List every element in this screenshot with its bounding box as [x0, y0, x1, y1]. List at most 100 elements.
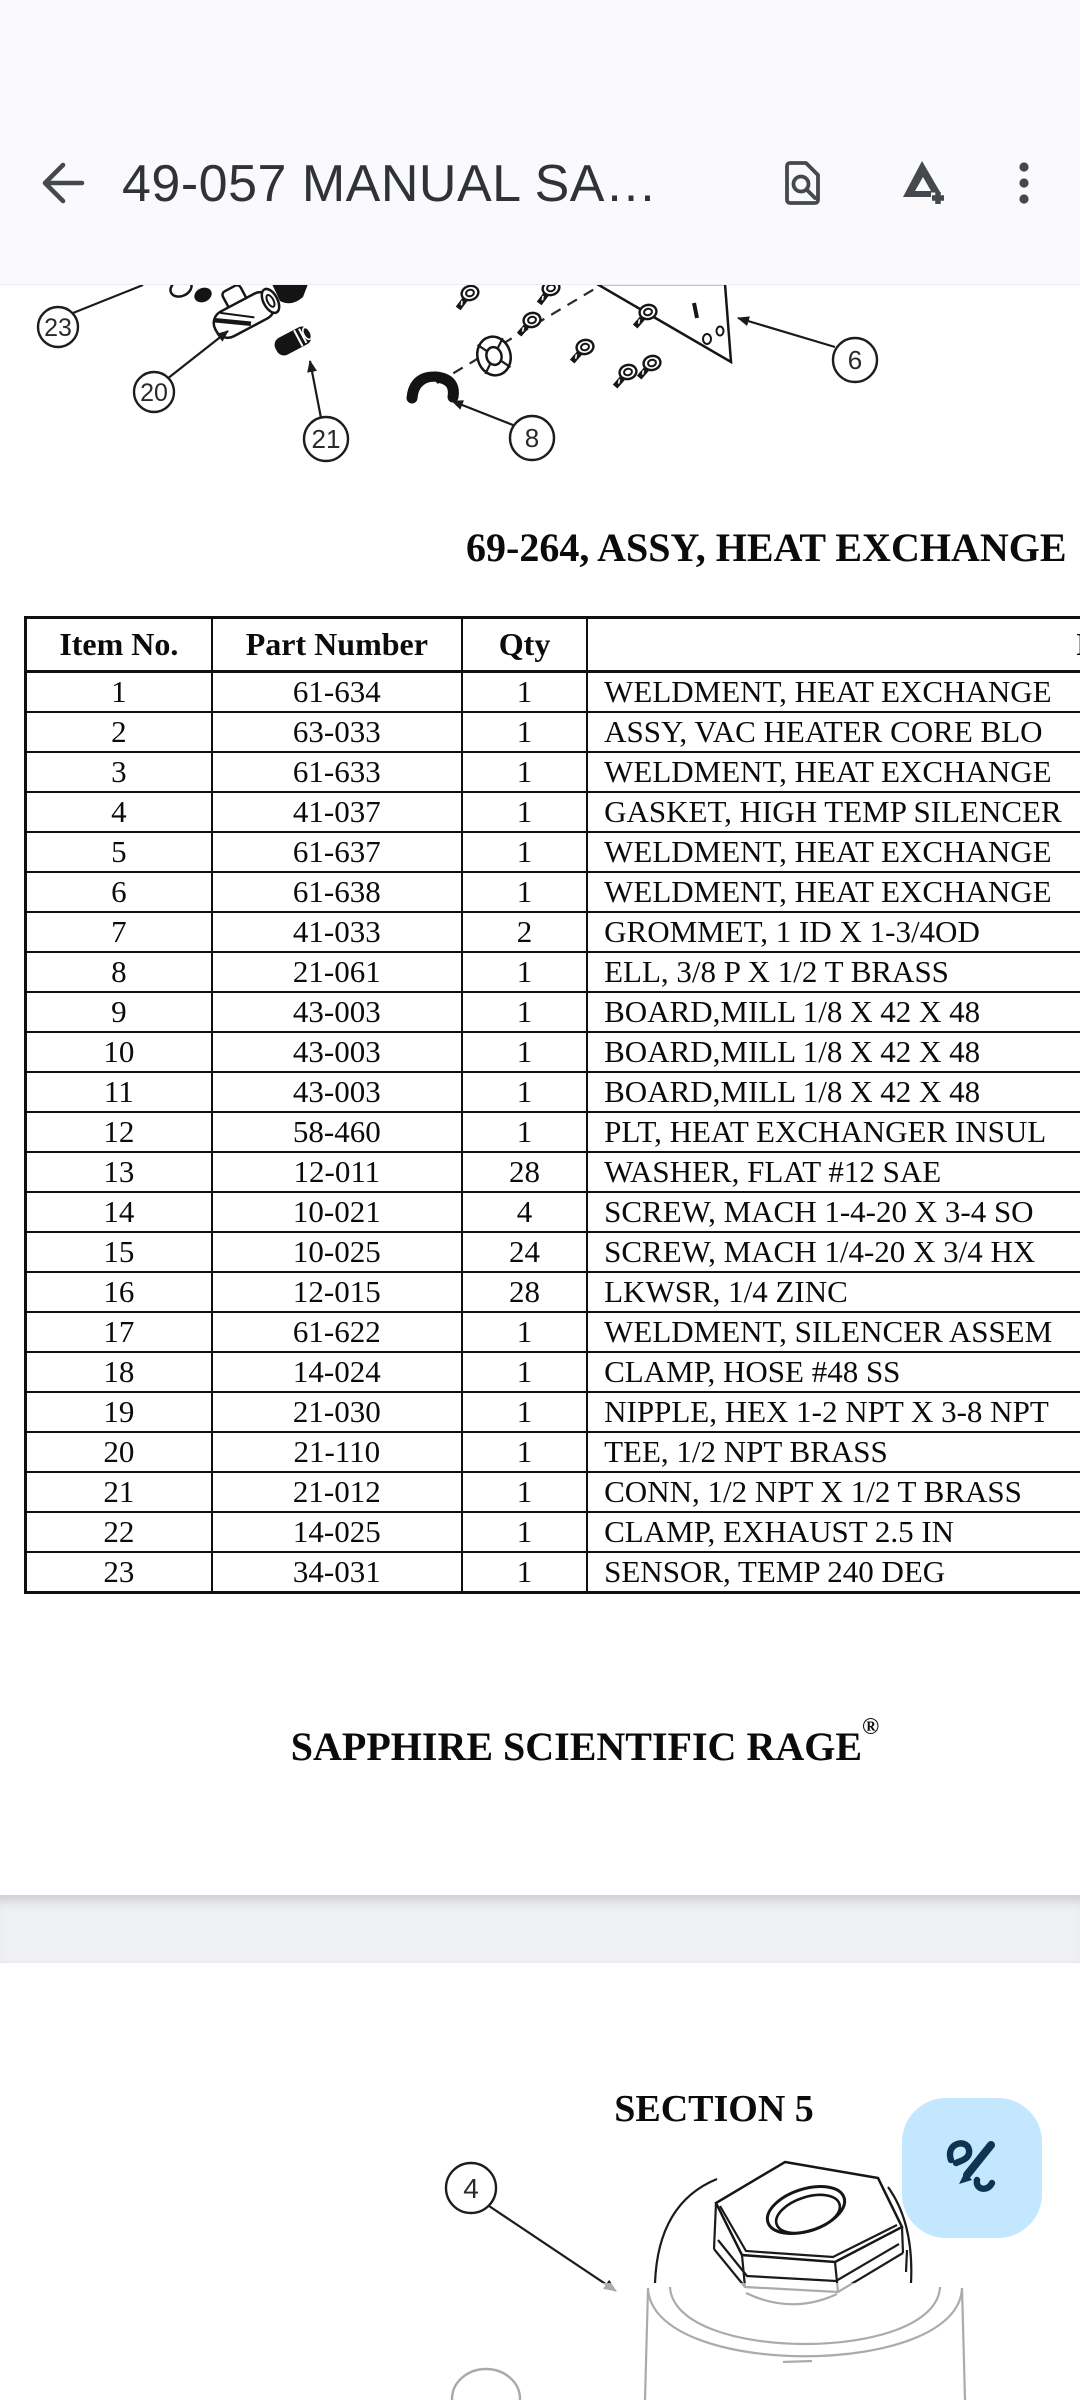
cell-description: BOARD,MILL 1/8 X 42 X 48: [586, 991, 1080, 1033]
cell-part-number: 43-003: [210, 1031, 463, 1073]
cell-qty: 1: [460, 1111, 589, 1153]
callout-balloons: 23 20 21 8 6: [36, 305, 879, 463]
annotate-fab[interactable]: [902, 2098, 1042, 2238]
back-button[interactable]: [36, 158, 88, 210]
page-separator: [0, 1895, 1080, 1963]
cell-item-no: 12: [24, 1111, 213, 1153]
table-row: 14 10-021 4 SCREW, MACH 1-4-20 X 3-4 SO: [24, 1191, 1080, 1233]
svg-text:20: 20: [140, 379, 168, 407]
cell-qty: 24: [460, 1231, 589, 1273]
cell-item-no: 4: [24, 791, 213, 833]
cell-part-number: 61-634: [210, 670, 463, 713]
cell-item-no: 7: [24, 911, 213, 953]
table-row: 22 14-025 1 CLAMP, EXHAUST 2.5 IN: [24, 1511, 1080, 1553]
cell-part-number: 21-110: [210, 1431, 463, 1473]
cell-qty: 1: [460, 991, 589, 1033]
cell-qty: 1: [460, 1071, 589, 1113]
cell-description: NIPPLE, HEX 1-2 NPT X 3-8 NPT: [586, 1391, 1080, 1433]
cell-qty: 1: [460, 1351, 589, 1393]
panel-plate: [594, 284, 733, 365]
table-row: 4 41-037 1 GASKET, HIGH TEMP SILENCER: [24, 791, 1080, 833]
svg-text:6: 6: [848, 345, 862, 375]
table-row: 13 12-011 28 WASHER, FLAT #12 SAE: [24, 1151, 1080, 1193]
cell-part-number: 63-033: [210, 711, 463, 753]
connector-fitting: [274, 326, 313, 356]
cell-part-number: 61-622: [210, 1311, 463, 1353]
cell-item-no: 13: [24, 1151, 213, 1193]
more-options-button[interactable]: [998, 158, 1050, 210]
table-row: 16 12-015 28 LKWSR, 1/4 ZINC: [24, 1271, 1080, 1313]
hex-nut-drawing: [653, 2160, 913, 2294]
parts-table: Item No. Part Number Qty DESCRIPTION 1 6…: [24, 616, 1080, 1594]
add-to-drive-button[interactable]: [894, 158, 946, 210]
cell-description: WELDMENT, HEAT EXCHANGE: [586, 831, 1080, 873]
cell-qty: 1: [460, 1311, 589, 1353]
col-header-qty: Qty: [460, 616, 589, 673]
callout-balloon-4: [444, 2161, 498, 2215]
cell-qty: 1: [460, 791, 589, 833]
cut-parts-top: [169, 284, 563, 308]
cell-item-no: 14: [24, 1191, 213, 1233]
cell-description: ELL, 3/8 P X 1/2 T BRASS: [586, 951, 1080, 993]
cell-part-number: 12-015: [210, 1271, 463, 1313]
cell-qty: 1: [460, 1031, 589, 1073]
exploded-view-diagram: 23 20 21 8 6: [36, 284, 879, 463]
cell-part-number: 14-025: [210, 1511, 463, 1553]
svg-text:21: 21: [312, 424, 341, 454]
cell-qty: 28: [460, 1151, 589, 1193]
col-header-item-no: Item No.: [24, 616, 213, 673]
cell-description: WELDMENT, HEAT EXCHANGE: [586, 751, 1080, 793]
find-in-page-button[interactable]: [777, 158, 829, 210]
cell-item-no: 21: [24, 1471, 213, 1513]
table-row: 1 61-634 1 WELDMENT, HEAT EXCHANGE: [24, 670, 1080, 713]
table-row: 8 21-061 1 ELL, 3/8 P X 1/2 T BRASS: [24, 951, 1080, 993]
arrow-back-icon: [36, 157, 88, 212]
tee-fitting: [212, 284, 281, 340]
cell-qty: 1: [460, 1471, 589, 1513]
find-in-page-icon: [778, 158, 828, 211]
elbow-fitting: [406, 371, 459, 404]
cell-item-no: 5: [24, 831, 213, 873]
cell-description: TEE, 1/2 NPT BRASS: [586, 1431, 1080, 1473]
cell-qty: 1: [460, 751, 589, 793]
cell-description: BOARD,MILL 1/8 X 42 X 48: [586, 1071, 1080, 1113]
cell-part-number: 41-033: [210, 911, 463, 953]
cell-item-no: 20: [24, 1431, 213, 1473]
cell-item-no: 3: [24, 751, 213, 793]
svg-text:23: 23: [44, 314, 72, 342]
cell-part-number: 10-025: [210, 1231, 463, 1273]
leader-lines: [72, 284, 836, 427]
col-header-part-number: Part Number: [210, 616, 463, 673]
section-heading: SECTION 5: [614, 2088, 814, 2130]
cell-part-number: 61-637: [210, 831, 463, 873]
cell-qty: 28: [460, 1271, 589, 1313]
table-row: 11 43-003 1 BOARD,MILL 1/8 X 42 X 48: [24, 1071, 1080, 1113]
cell-item-no: 15: [24, 1231, 213, 1273]
table-row: 23 34-031 1 SENSOR, TEMP 240 DEG: [24, 1551, 1080, 1594]
cell-description: SCREW, MACH 1-4-20 X 3-4 SO: [586, 1191, 1080, 1233]
cell-description: WASHER, FLAT #12 SAE: [586, 1151, 1080, 1193]
table-row: 15 10-025 24 SCREW, MACH 1/4-20 X 3/4 HX: [24, 1231, 1080, 1273]
cell-item-no: 10: [24, 1031, 213, 1073]
cell-qty: 1: [460, 711, 589, 753]
table-row: 18 14-024 1 CLAMP, HOSE #48 SS: [24, 1351, 1080, 1393]
cell-part-number: 14-024: [210, 1351, 463, 1393]
parts-table-body: 1 61-634 1 WELDMENT, HEAT EXCHANGE 2 63-…: [24, 670, 1080, 1594]
cell-qty: 1: [460, 670, 589, 713]
brand-text: SAPPHIRE SCIENTIFIC RAGE: [290, 1724, 863, 1769]
cell-qty: 1: [460, 1391, 589, 1433]
cell-item-no: 6: [24, 871, 213, 913]
cell-qty: 1: [460, 831, 589, 873]
table-row: 5 61-637 1 WELDMENT, HEAT EXCHANGE: [24, 831, 1080, 873]
cell-item-no: 17: [24, 1311, 213, 1353]
cell-description: WELDMENT, SILENCER ASSEM: [586, 1311, 1080, 1353]
stylus-icon: [935, 2130, 1009, 2207]
cell-qty: 1: [460, 1551, 589, 1594]
cell-part-number: 43-003: [210, 1071, 463, 1113]
cell-description: LKWSR, 1/4 ZINC: [586, 1271, 1080, 1313]
table-row: 9 43-003 1 BOARD,MILL 1/8 X 42 X 48: [24, 991, 1080, 1033]
pdf-page-1[interactable]: 23 20 21 8 6 69-264, ASSY, HEAT EXCHANGE…: [0, 284, 1080, 1895]
cell-qty: 1: [460, 871, 589, 913]
cell-qty: 1: [460, 1431, 589, 1473]
cell-item-no: 19: [24, 1391, 213, 1433]
